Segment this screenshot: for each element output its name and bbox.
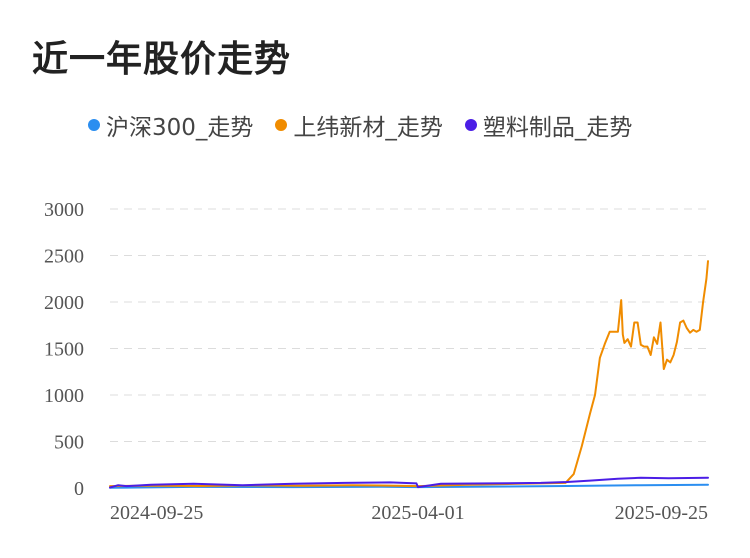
y-tick-label: 2500 xyxy=(44,246,84,268)
legend-label-hs300: 沪深300_走势 xyxy=(106,115,254,141)
series-line-shangwei xyxy=(109,260,709,488)
legend-dot-hs300 xyxy=(88,119,100,131)
x-tick-label: 2025-04-01 xyxy=(371,502,464,524)
legend: 沪深300_走势 上纬新材_走势 塑料制品_走势 xyxy=(88,108,654,142)
y-tick-label: 500 xyxy=(54,432,84,454)
y-tick-label: 2000 xyxy=(44,292,84,314)
legend-label-shangwei: 上纬新材_走势 xyxy=(293,115,443,141)
legend-item-hs300[interactable]: 沪深300_走势 xyxy=(88,108,253,142)
series-line-plastics xyxy=(109,476,709,489)
chart-title: 近一年股价走势 xyxy=(32,39,292,80)
y-tick-label: 1500 xyxy=(44,339,84,361)
legend-dot-plastics xyxy=(464,119,477,131)
x-tick-label: 2024-09-25 xyxy=(110,502,203,524)
legend-item-plastics[interactable]: 塑料制品_走势 xyxy=(464,108,633,142)
x-tick-label: 2025-09-25 xyxy=(615,502,708,524)
y-tick-label: 3000 xyxy=(44,199,84,221)
legend-dot-shangwei xyxy=(275,119,288,131)
legend-item-shangwei[interactable]: 上纬新材_走势 xyxy=(275,108,443,142)
y-tick-label: 1000 xyxy=(44,385,84,407)
legend-label-plastics: 塑料制品_走势 xyxy=(482,115,633,141)
y-tick-label: 0 xyxy=(74,478,84,500)
